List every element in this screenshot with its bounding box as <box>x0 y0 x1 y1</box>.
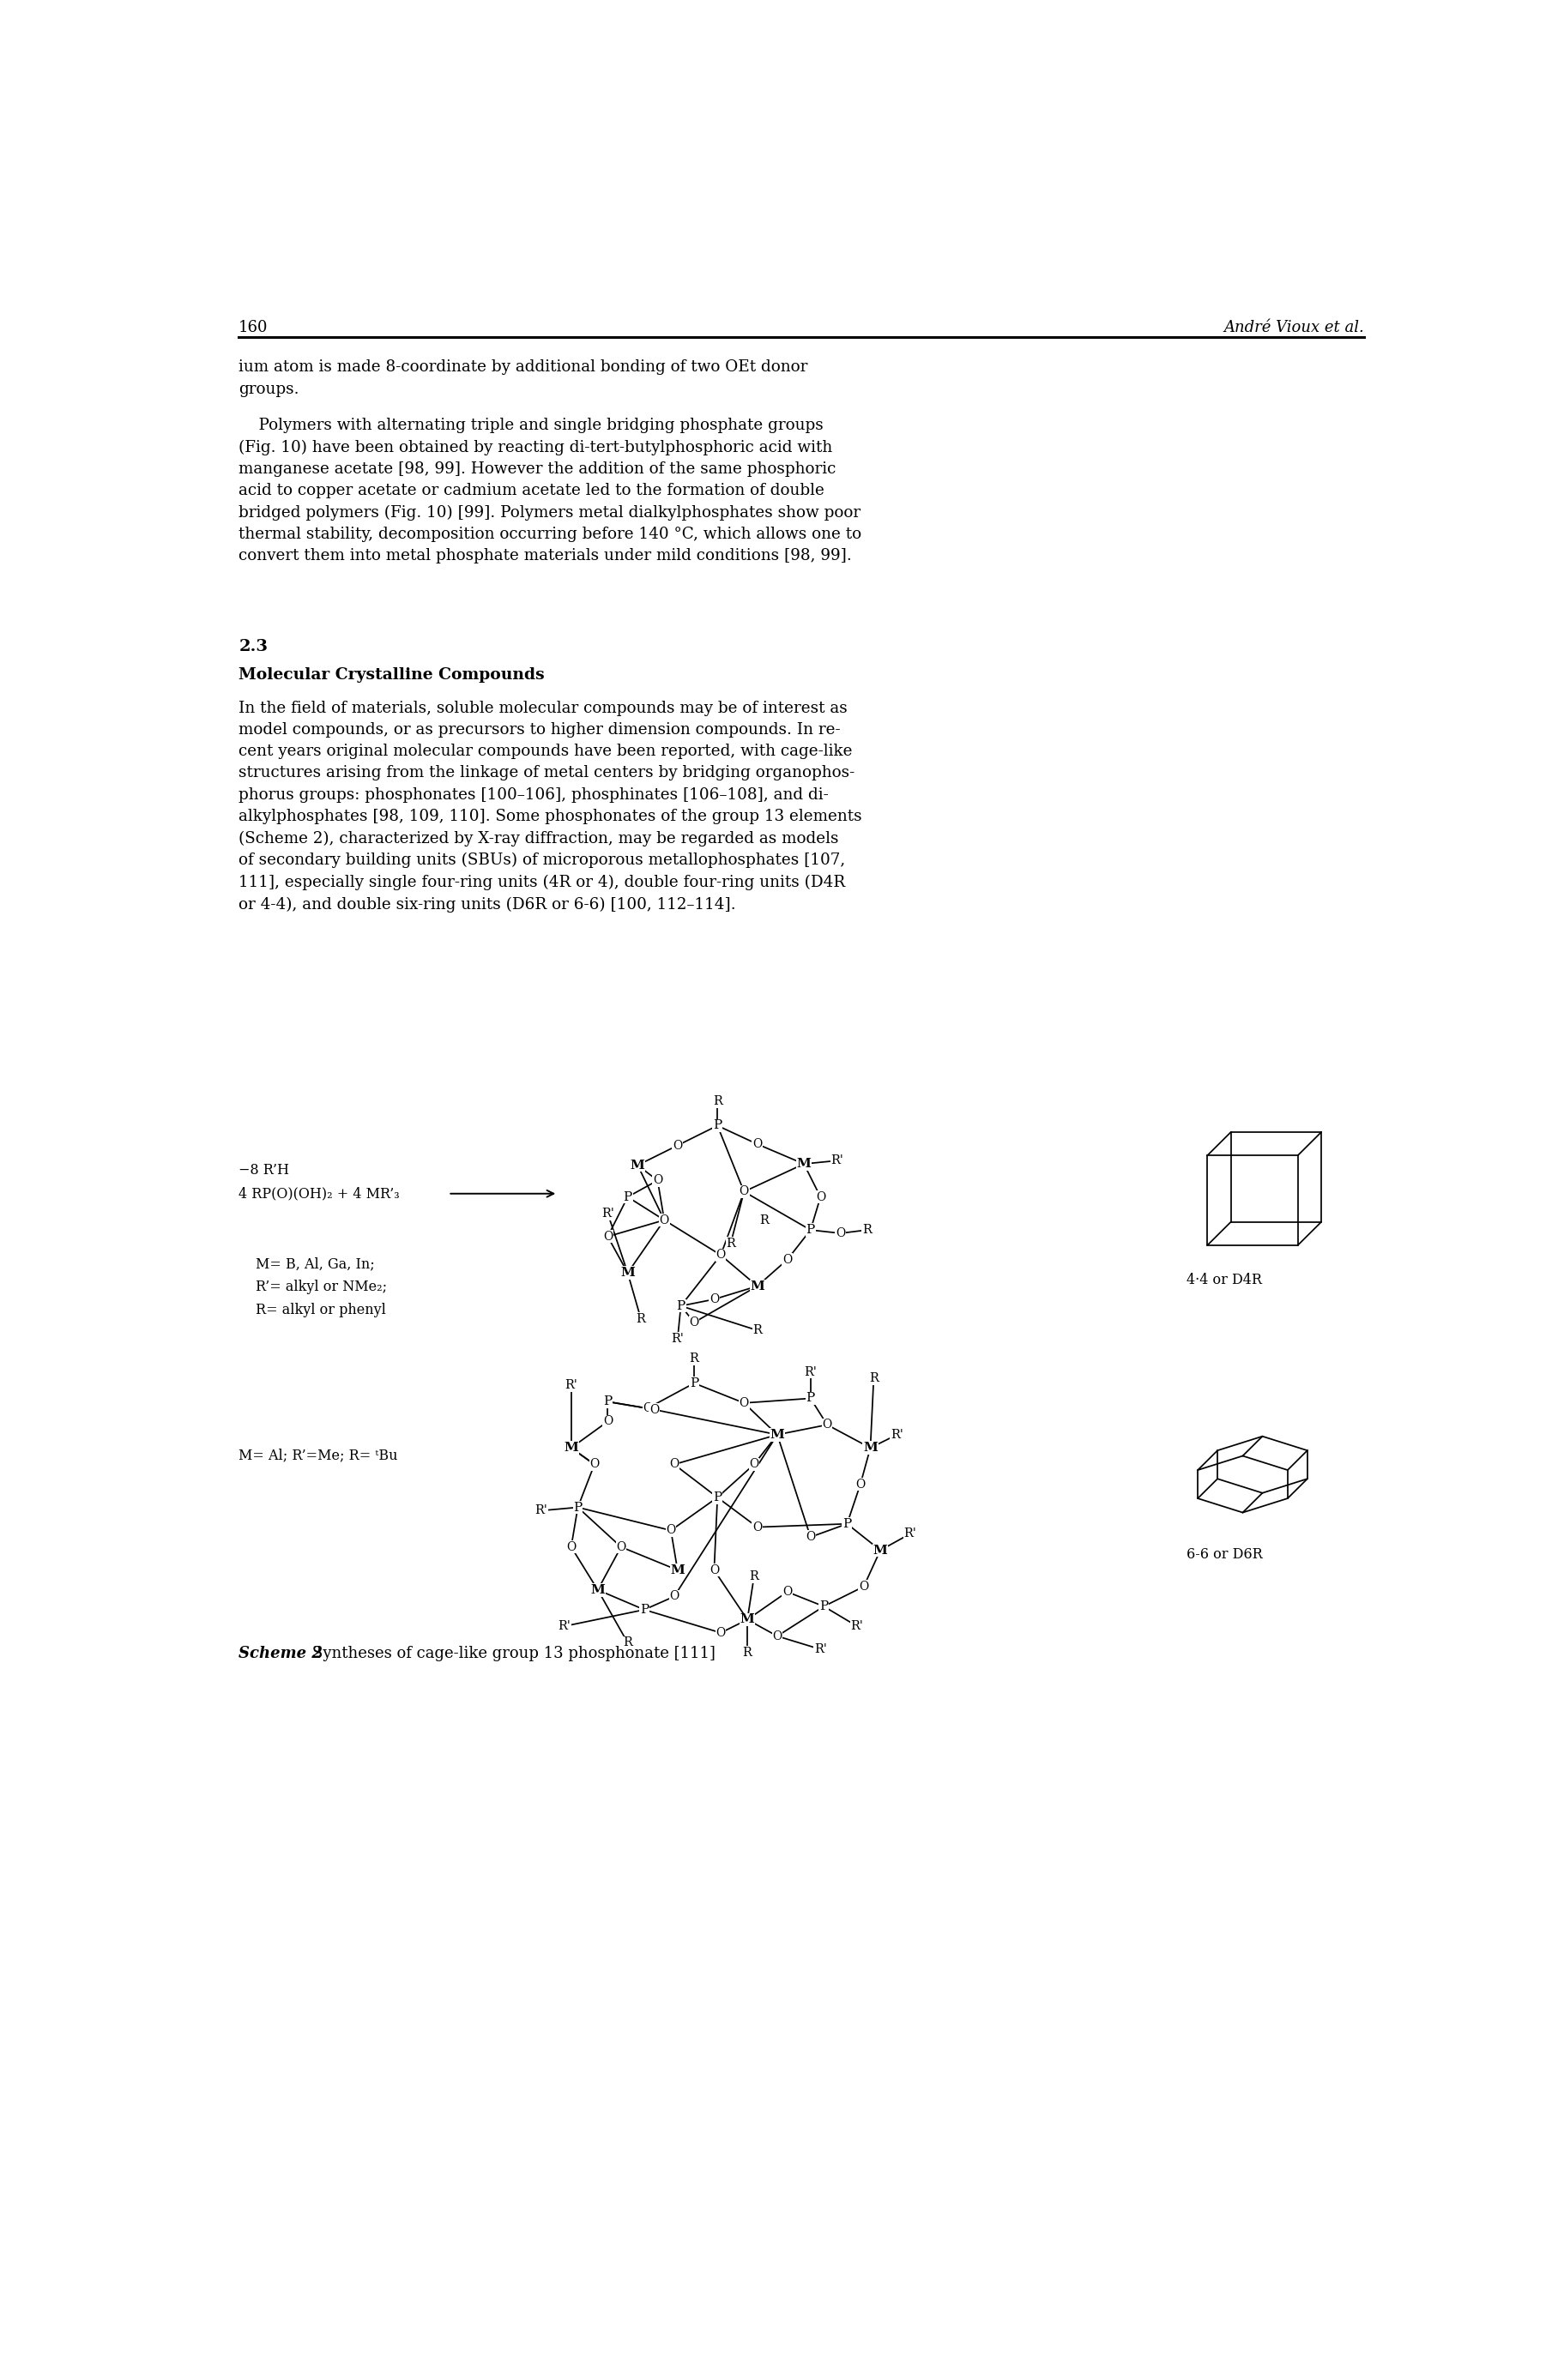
Text: M: M <box>873 1545 888 1557</box>
Text: R: R <box>862 1223 871 1235</box>
Text: R': R' <box>535 1504 547 1516</box>
Text: R: R <box>690 1352 699 1364</box>
Text: R': R' <box>671 1333 683 1345</box>
Text: O: O <box>752 1138 762 1150</box>
Text: O: O <box>660 1214 669 1226</box>
Text: M: M <box>591 1583 605 1597</box>
Text: O: O <box>669 1590 679 1602</box>
Text: O: O <box>740 1397 749 1409</box>
Text: R': R' <box>804 1366 816 1378</box>
Text: R: R <box>759 1214 768 1226</box>
Text: O: O <box>710 1564 719 1576</box>
Text: O: O <box>673 1140 682 1152</box>
Text: Polymers with alternating triple and single bridging phosphate groups
(Fig. 10) : Polymers with alternating triple and sin… <box>239 416 862 564</box>
Text: R: R <box>749 1571 759 1583</box>
Text: André Vioux et al.: André Vioux et al. <box>1225 319 1364 336</box>
Text: O: O <box>823 1418 832 1430</box>
Text: O: O <box>740 1185 749 1197</box>
Text: In the field of materials, soluble molecular compounds may be of interest as
mod: In the field of materials, soluble molec… <box>239 700 862 912</box>
Text: P: P <box>624 1190 632 1202</box>
Text: O: O <box>782 1254 791 1266</box>
Text: M: M <box>671 1564 685 1576</box>
Text: R’= alkyl or NMe₂;: R’= alkyl or NMe₂; <box>255 1280 386 1295</box>
Text: P: P <box>713 1119 723 1130</box>
Text: M: M <box>769 1428 785 1440</box>
Text: Molecular Crystalline Compounds: Molecular Crystalline Compounds <box>239 666 544 683</box>
Text: Scheme 2: Scheme 2 <box>239 1647 322 1661</box>
Text: P: P <box>713 1492 723 1504</box>
Text: 4·4 or D4R: 4·4 or D4R <box>1186 1273 1262 1288</box>
Text: O: O <box>652 1173 663 1188</box>
Text: O: O <box>602 1230 613 1242</box>
Text: R': R' <box>815 1642 827 1656</box>
Text: P: P <box>805 1223 815 1235</box>
Text: P: P <box>843 1518 851 1530</box>
Text: R': R' <box>565 1378 577 1392</box>
Text: O: O <box>773 1630 782 1642</box>
Text: R': R' <box>830 1154 843 1166</box>
Text: R: R <box>870 1373 879 1385</box>
Text: −8 R’H: −8 R’H <box>239 1164 289 1178</box>
Text: O: O <box>590 1459 599 1471</box>
Text: R': R' <box>601 1207 615 1219</box>
Text: M: M <box>751 1280 765 1292</box>
Text: P: P <box>805 1392 815 1404</box>
Text: O: O <box>566 1540 576 1554</box>
Text: M: M <box>863 1442 877 1454</box>
Text: O: O <box>710 1292 719 1304</box>
Text: O: O <box>835 1228 845 1240</box>
Text: M= Al; R’=Me; R= ᵗBu: M= Al; R’=Me; R= ᵗBu <box>239 1447 397 1461</box>
Text: M: M <box>565 1442 579 1454</box>
Text: R: R <box>637 1314 646 1326</box>
Text: 160: 160 <box>239 319 269 336</box>
Text: 4 RP(O)(OH)₂ + 4 MR’₃: 4 RP(O)(OH)₂ + 4 MR’₃ <box>239 1185 400 1202</box>
Text: O: O <box>643 1402 652 1414</box>
Text: O: O <box>669 1459 679 1471</box>
Text: O: O <box>749 1459 759 1471</box>
Text: R= alkyl or phenyl: R= alkyl or phenyl <box>255 1302 386 1316</box>
Text: O: O <box>859 1580 868 1592</box>
Text: O: O <box>752 1521 762 1533</box>
Text: ium atom is made 8-coordinate by additional bonding of two OEt donor
groups.: ium atom is made 8-coordinate by additio… <box>239 359 809 397</box>
Text: R': R' <box>851 1621 863 1633</box>
Text: O: O <box>690 1316 699 1328</box>
Text: R': R' <box>558 1621 571 1633</box>
Text: O: O <box>716 1250 726 1261</box>
Text: O: O <box>782 1585 791 1597</box>
Text: O: O <box>716 1628 726 1640</box>
Text: O: O <box>805 1530 815 1542</box>
Text: O: O <box>666 1526 676 1537</box>
Text: O: O <box>816 1190 826 1202</box>
Text: R: R <box>713 1095 723 1107</box>
Text: O: O <box>616 1540 626 1554</box>
Text: M: M <box>796 1159 812 1171</box>
Text: M: M <box>740 1614 754 1626</box>
Text: M: M <box>630 1159 644 1171</box>
Text: P: P <box>677 1299 685 1311</box>
Text: R: R <box>622 1637 632 1649</box>
Text: R: R <box>743 1647 752 1659</box>
Text: P: P <box>690 1378 699 1390</box>
Text: R: R <box>752 1323 762 1335</box>
Text: P: P <box>820 1599 829 1611</box>
Text: 6-6 or D6R: 6-6 or D6R <box>1186 1547 1262 1561</box>
Text: 2.3: 2.3 <box>239 638 267 655</box>
Text: O: O <box>649 1404 658 1416</box>
Text: M: M <box>621 1266 635 1278</box>
Text: P: P <box>604 1395 612 1407</box>
Text: O: O <box>602 1416 613 1428</box>
Text: R: R <box>726 1238 735 1250</box>
Text: R': R' <box>890 1428 904 1440</box>
Text: O: O <box>856 1478 865 1490</box>
Text: R': R' <box>904 1528 917 1540</box>
Text: P: P <box>574 1502 582 1514</box>
Text: M= B, Al, Ga, In;: M= B, Al, Ga, In; <box>255 1257 374 1271</box>
Text: P: P <box>640 1604 649 1616</box>
Text: Syntheses of cage-like group 13 phosphonate [111]: Syntheses of cage-like group 13 phosphon… <box>311 1647 715 1661</box>
